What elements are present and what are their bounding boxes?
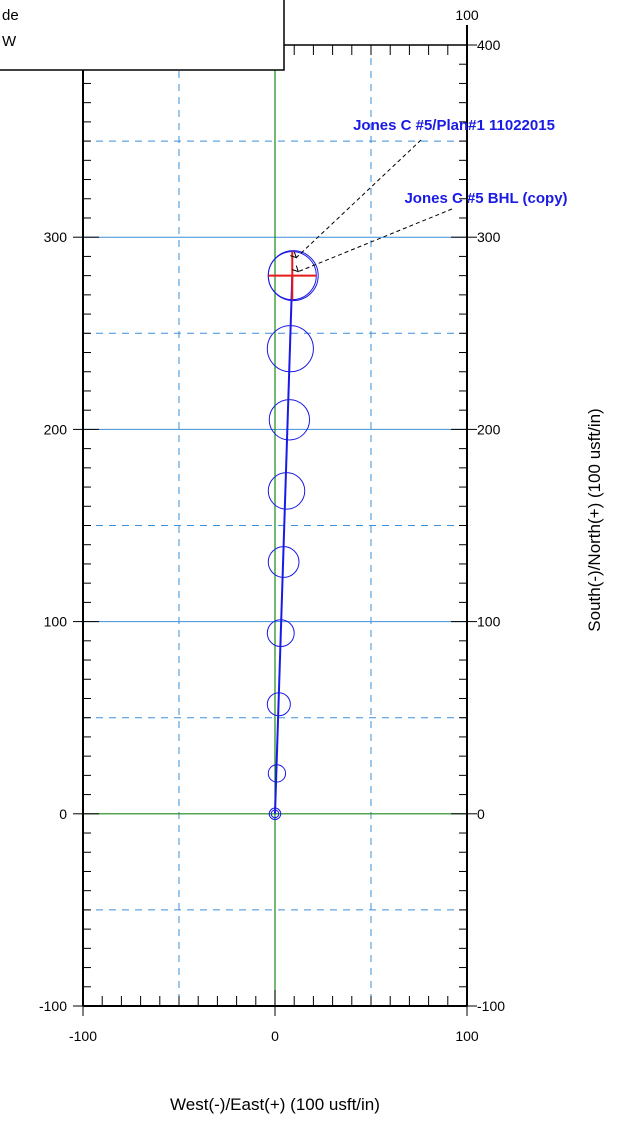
y-tick-label-left: -100 xyxy=(39,998,67,1014)
x-tick-label-bottom: -100 xyxy=(69,1028,97,1044)
annotation-label: Jones C #5/Plan#1 11022015 xyxy=(353,117,555,134)
y-tick-label-right: 200 xyxy=(477,421,501,437)
x-tick-label-bottom: 100 xyxy=(455,1028,479,1044)
annotation-label: Jones C #5 BHL (copy) xyxy=(404,190,567,207)
annotation-arrowhead xyxy=(292,265,300,273)
y-tick-label-left: 300 xyxy=(44,229,68,245)
legend-box-frame xyxy=(0,0,285,71)
y-tick-label-right: 400 xyxy=(477,37,501,53)
annotation-leader xyxy=(298,208,453,273)
axis-layer: -100 0 100 200 300 -100 0 100 200 300 400 -100 0 100 1… xyxy=(39,0,505,1044)
x-axis-label: West(-)/East(+) (100 usft/in) xyxy=(170,1095,380,1114)
uncertainty-ellipse xyxy=(268,399,311,441)
y-tick-label-left: 200 xyxy=(44,421,68,437)
wellpath-line xyxy=(274,275,294,814)
y-tick-label-right: 300 xyxy=(477,229,501,245)
y-axis-label: South(-)/North(+) (100 usft/in) xyxy=(585,408,604,631)
annotation-leader xyxy=(295,139,422,259)
y-tick-label-right: 0 xyxy=(477,806,485,822)
x-tick-label-top: 100 xyxy=(455,7,479,23)
annotation-arrowhead xyxy=(290,251,298,259)
y-tick-label-right: -100 xyxy=(477,998,505,1014)
y-tick-label-right: 100 xyxy=(477,614,501,630)
legend-line-2: W xyxy=(2,33,17,50)
y-tick-label-left: 0 xyxy=(59,806,67,822)
x-tick-label-bottom: 0 xyxy=(271,1028,279,1044)
annotation-layer: Jones C #5/Plan#1 11022015 Jones C #5 BHL… xyxy=(290,117,568,273)
data-layer xyxy=(266,250,319,821)
legend-box: de W xyxy=(0,0,285,71)
y-tick-label-left: 100 xyxy=(44,614,68,630)
legend-line-1: de xyxy=(2,7,19,24)
